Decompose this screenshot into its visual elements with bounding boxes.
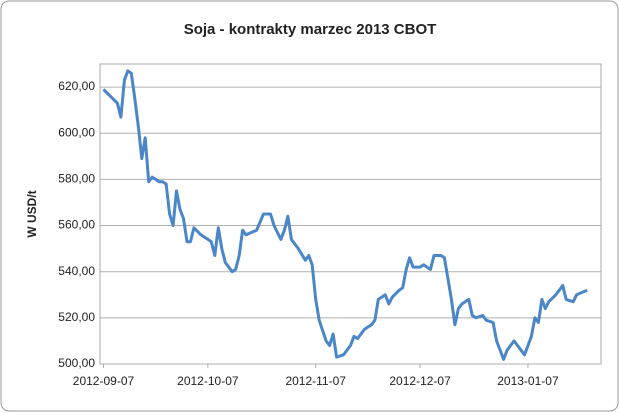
y-tick-label: 580,00 — [58, 172, 95, 186]
x-tick-label: 2012-11-07 — [285, 374, 346, 388]
y-tick-label: 600,00 — [58, 125, 95, 139]
chart-title: Soja - kontrakty marzec 2013 CBOT — [184, 21, 437, 38]
y-axis-label: W USD/t — [25, 190, 39, 237]
data-line — [102, 69, 588, 361]
x-tick-label: 2012-09-07 — [73, 374, 135, 388]
x-tick-label: 2013-01-07 — [497, 374, 559, 388]
x-tick-label: 2012-10-07 — [177, 374, 239, 388]
y-tick-label: 540,00 — [58, 264, 95, 278]
y-tick-label: 500,00 — [58, 356, 95, 370]
x-tick-label: 2012-12-07 — [389, 374, 451, 388]
y-tick-label: 620,00 — [58, 79, 95, 93]
y-tick-label: 520,00 — [58, 310, 95, 324]
y-tick-label: 560,00 — [58, 218, 95, 232]
